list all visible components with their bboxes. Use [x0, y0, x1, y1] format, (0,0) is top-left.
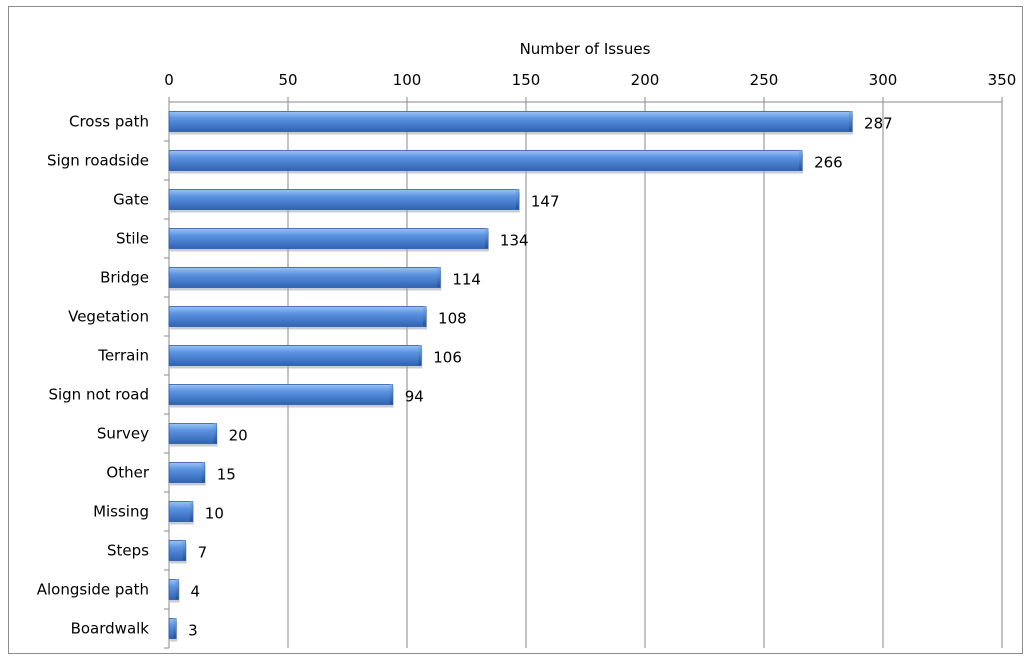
gridlines: [287, 102, 1003, 648]
bar: [168, 618, 178, 642]
x-tick-label: 250: [750, 71, 779, 89]
x-tick-label: 50: [278, 71, 297, 89]
category-label: Missing: [93, 503, 149, 521]
x-tick-label: 150: [512, 71, 541, 89]
bar: [168, 540, 187, 564]
data-label: 15: [217, 466, 236, 484]
x-tick-label: 350: [988, 71, 1017, 89]
data-label: 10: [205, 505, 224, 523]
data-label: 7: [198, 544, 208, 562]
data-label: 134: [500, 232, 529, 250]
data-label: 106: [433, 349, 462, 367]
x-tick-label: 100: [393, 71, 422, 89]
category-labels: Cross path Sign roadside Gate Stile Bridge Ve…: [37, 113, 150, 638]
data-label: 94: [405, 388, 424, 406]
category-label: Gate: [113, 191, 149, 209]
x-tick-label: 0: [164, 71, 174, 89]
data-label: 287: [864, 115, 893, 133]
data-label: 3: [188, 622, 198, 640]
bar: [168, 423, 218, 447]
category-label: Bridge: [100, 269, 149, 287]
data-label: 266: [814, 154, 843, 172]
bar: [168, 501, 194, 525]
data-labels: 287 266 147 134 114 108 106 94 20 15 10 7 4 3: [188, 115, 893, 640]
category-label: Stile: [116, 230, 149, 248]
category-label: Survey: [97, 425, 149, 443]
data-label: 147: [531, 193, 560, 211]
category-label: Alongside path: [37, 581, 149, 599]
axes: [164, 97, 1003, 649]
category-label: Vegetation: [68, 308, 149, 326]
bar: [168, 150, 804, 174]
category-label: Sign not road: [48, 386, 149, 404]
category-label: Steps: [107, 542, 149, 560]
data-label: 4: [191, 583, 201, 601]
category-label: Boardwalk: [71, 620, 150, 638]
bar: [168, 345, 423, 369]
data-label: 20: [229, 427, 248, 445]
bar: [168, 384, 394, 408]
data-label: 108: [438, 310, 467, 328]
bar: [168, 267, 442, 291]
data-label: 114: [452, 271, 481, 289]
bar: [168, 189, 520, 213]
bar: [168, 462, 206, 486]
x-tick-label: 200: [631, 71, 660, 89]
category-label: Cross path: [69, 113, 149, 131]
bars: [168, 111, 854, 642]
bar: [168, 579, 180, 603]
bar: [168, 306, 428, 330]
x-tick-labels: 0 50 100 150 200 250 300 350: [164, 71, 1016, 89]
x-tick-label: 300: [869, 71, 898, 89]
bar: [168, 111, 854, 135]
bar: [168, 228, 489, 252]
x-axis-title: Number of Issues: [520, 40, 651, 58]
category-label: Sign roadside: [47, 152, 149, 170]
category-label: Other: [106, 464, 149, 482]
category-label: Terrain: [97, 347, 149, 365]
